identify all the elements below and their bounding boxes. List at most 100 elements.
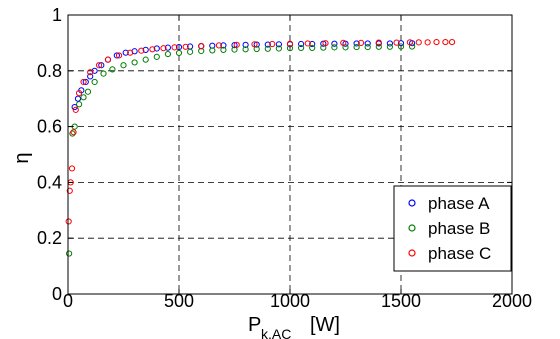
data-point [187,48,194,55]
data-point [242,41,249,48]
y-tick-label: 0.4 [37,172,62,192]
data-point [331,44,338,51]
data-point [104,56,112,63]
data-point [309,44,316,52]
data-point [175,49,183,57]
data-point [131,59,138,66]
data-point [153,45,160,52]
data-point [68,165,76,172]
x-tick-label: 500 [164,291,194,311]
y-tick-label: 0.6 [37,117,62,137]
data-point [100,70,107,77]
data-point [127,49,134,56]
data-point [95,62,103,69]
data-point [87,73,94,80]
data-point [69,130,76,137]
data-point [149,46,156,53]
data-point [386,43,393,50]
data-point [220,42,227,49]
data-point [286,40,294,47]
data-point [298,44,305,52]
y-axis-label: η [11,152,33,163]
data-point [138,47,145,54]
legend-marker [408,224,416,232]
data-point [357,39,365,47]
data-point [386,40,393,47]
data-point [109,66,116,73]
data-point [153,53,160,60]
data-point [209,47,216,54]
legend: phase A phase B phase C [393,185,512,272]
data-point [331,40,338,47]
data-point [198,42,205,50]
data-point [65,218,72,225]
data-point [87,69,94,76]
data-point [231,42,238,49]
data-point [80,94,87,101]
y-tick-label: 0.8 [37,61,62,81]
data-point [80,78,87,86]
x-tick-label: 0 [63,291,73,311]
data-point [76,101,83,108]
series-phase-c [65,38,456,225]
data-point [251,41,258,48]
data-point [91,78,98,86]
data-point [76,90,83,97]
data-point [275,45,282,52]
data-point [160,45,167,52]
data-point [353,40,360,47]
x-tick-label: 2000 [492,291,532,311]
data-point [175,43,183,51]
data-point [74,95,82,102]
data-point [115,52,123,59]
data-point [298,40,305,48]
data-point [71,103,78,111]
data-point [113,52,120,59]
data-point [275,41,282,48]
legend-entry-label: phase A [428,194,490,213]
data-point [269,40,276,48]
y-tick-label: 1 [52,5,62,25]
data-point [309,40,316,48]
x-axis-label-unit: [W] [310,314,340,336]
data-point [220,46,227,53]
x-axis-label: P k,AC [W] [248,314,340,339]
data-point [286,45,294,52]
x-axis-label-subscript: k,AC [261,326,291,339]
data-point [340,39,347,47]
data-point [120,62,127,69]
data-point [70,129,77,136]
data-point [142,46,149,53]
data-point [322,40,329,47]
data-point [364,40,371,47]
data-point [353,43,360,51]
data-point [253,41,260,48]
data-point [164,50,171,58]
data-point [82,78,89,86]
data-point [215,42,223,49]
data-point [397,43,405,50]
x-axis-label-main: P [248,314,261,336]
data-point [164,44,171,51]
data-point [264,45,271,52]
data-point [72,106,79,113]
y-axis-ticks: 0 0.2 0.4 0.6 0.8 1 [37,5,512,304]
data-point [442,38,449,46]
data-point [406,39,413,46]
data-point [397,40,405,47]
data-point [233,41,240,48]
series-phase-a [71,40,416,111]
data-point [264,41,271,48]
x-tick-label: 1500 [381,291,421,311]
data-point [364,43,371,51]
data-point [66,187,73,194]
data-point [375,39,382,46]
legend-marker [408,199,416,207]
data-point [375,43,382,50]
data-point [84,88,92,95]
data-point [98,62,105,69]
legend-marker [408,249,416,257]
data-point [448,38,456,46]
data-point [415,39,422,46]
